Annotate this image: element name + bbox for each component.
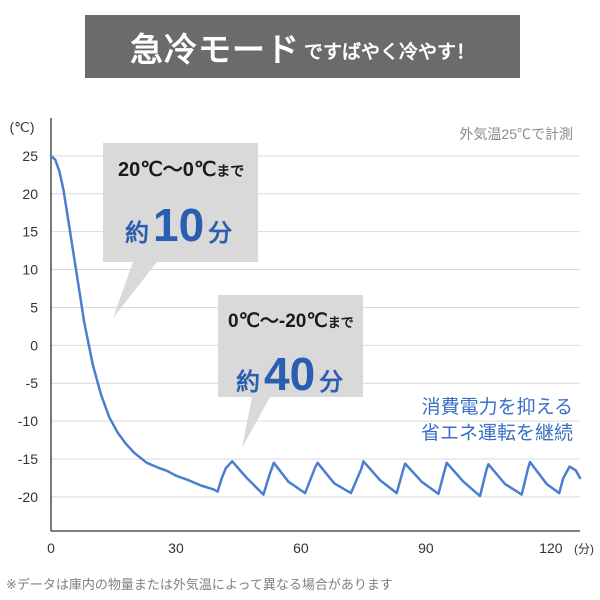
callout-10min: 20℃〜0℃まで 約10 分 [103,143,258,318]
axes [50,118,580,532]
y-tick-label: 0 [30,337,38,353]
side-note-line-1: 消費電力を抑える [422,396,573,418]
y-tick-label: 15 [22,224,38,240]
title-banner: 急冷モード ですばやく冷やす！ [85,15,520,78]
x-tick-label: 60 [293,540,309,556]
y-tick-label: -20 [18,489,38,505]
y-tick-label: 5 [30,299,38,315]
y-tick-labels: 25 20 15 10 5 0 -5 -10 -15 -20 [18,148,38,505]
banner-title-main: 急冷モード [129,29,300,69]
y-unit-label: (℃) [9,119,34,135]
x-tick-label: 120 [539,540,563,556]
callout-40min-box [218,295,363,448]
x-unit-label: (分) [574,542,594,556]
temperature-series-line [49,154,582,498]
banner-title-sub: ですばやく冷やす！ [303,41,475,63]
x-tick-labels: 0 30 60 90 120 [47,540,563,556]
x-tick-label: 30 [168,540,184,556]
callout-40min-duration: 約40 分 [236,348,343,400]
callout-10min-box [103,143,258,318]
condition-note: 外気温25℃で計測 [459,126,573,142]
callout-10min-range: 20℃〜0℃まで [118,159,244,181]
side-note-line-2: 省エネ運転を継続 [421,422,573,444]
y-tick-label: 10 [22,262,38,278]
callout-40min-range: 0℃〜-20℃まで [228,311,354,332]
footnote: ※データは庫内の物量または外気温によって異なる場合があります [6,578,393,593]
callout-40min: 0℃〜-20℃まで 約40 分 [218,295,363,448]
callout-10min-duration: 約10 分 [125,199,232,251]
y-tick-label: 20 [22,186,38,202]
y-tick-label: -10 [18,413,38,429]
y-tick-label: -5 [26,375,39,391]
x-tick-label: 0 [47,540,55,556]
y-tick-label: 25 [22,148,38,164]
y-tick-label: -15 [18,451,38,467]
x-tick-label: 90 [418,540,434,556]
